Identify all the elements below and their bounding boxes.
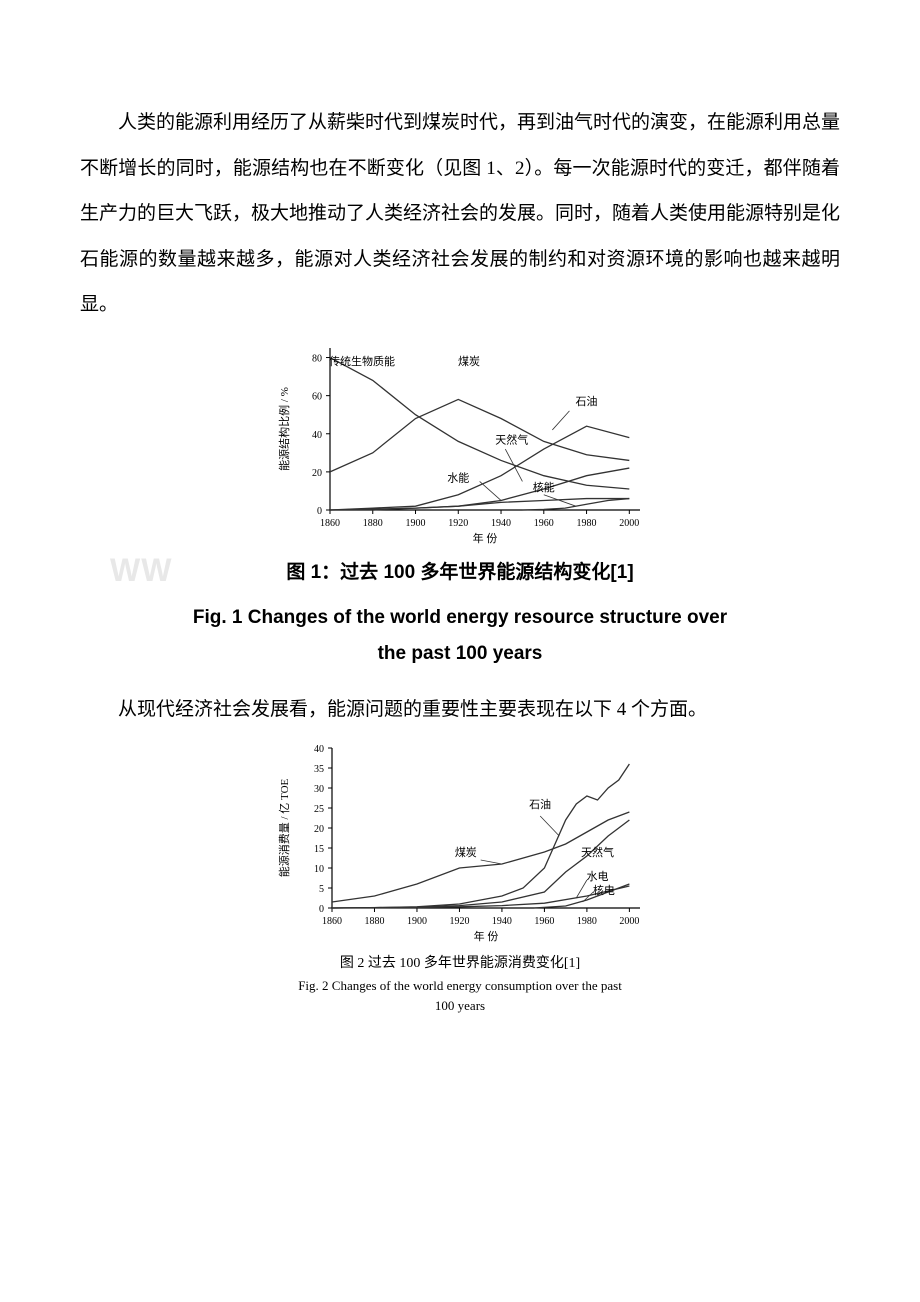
svg-text:煤炭: 煤炭 <box>458 355 480 368</box>
svg-text:1980: 1980 <box>577 916 597 927</box>
svg-text:1920: 1920 <box>448 518 468 529</box>
svg-text:30: 30 <box>314 784 324 795</box>
svg-text:2000: 2000 <box>619 916 639 927</box>
figure-1-caption-en: Fig. 1 Changes of the world energy resou… <box>193 600 727 672</box>
figure-2-chart: 1860 1880 1900 1920 1940 1960 1980 2000 0 5 10 15 20… <box>270 736 650 946</box>
svg-text:2000: 2000 <box>619 518 639 529</box>
figure-1-caption-cn: 图 1：过去 100 多年世界能源结构变化[1] <box>286 558 633 588</box>
figure-2-caption-cn: 图 2 过去 100 多年世界能源消费变化[1] <box>340 952 580 972</box>
svg-text:20: 20 <box>312 468 322 479</box>
svg-text:35: 35 <box>314 764 324 775</box>
figure-2-caption-en: Fig. 2 Changes of the world energy consu… <box>298 976 622 1015</box>
svg-text:煤炭: 煤炭 <box>455 846 477 859</box>
svg-text:0: 0 <box>319 904 324 915</box>
svg-text:传统生物质能: 传统生物质能 <box>329 354 395 368</box>
fig1-cap-en-l1: Fig. 1 Changes of the world energy resou… <box>193 607 727 628</box>
svg-text:核电: 核电 <box>593 883 615 897</box>
svg-text:20: 20 <box>314 824 324 835</box>
svg-text:1860: 1860 <box>320 518 340 529</box>
figure-2: 1860 1880 1900 1920 1940 1960 1980 2000 0 5 10 15 20… <box>80 736 840 1015</box>
svg-text:1920: 1920 <box>449 916 469 927</box>
svg-text:40: 40 <box>312 430 322 441</box>
svg-text:石油: 石油 <box>529 797 551 811</box>
svg-text:水能: 水能 <box>447 470 469 484</box>
svg-text:5: 5 <box>319 884 324 895</box>
figure-1: 1860 1880 1900 1920 1940 1960 1980 2000 0 20 40 60 8… <box>80 338 840 673</box>
fig2-cap-en-l1: Fig. 2 Changes of the world energy consu… <box>298 978 622 993</box>
svg-text:1880: 1880 <box>363 518 383 529</box>
svg-text:0: 0 <box>317 506 322 517</box>
svg-text:能源结构比例 / %: 能源结构比例 / % <box>277 387 291 471</box>
svg-text:1960: 1960 <box>534 916 554 927</box>
svg-text:年 份: 年 份 <box>473 531 498 545</box>
svg-text:60: 60 <box>312 392 322 403</box>
watermark: WW <box>110 552 172 589</box>
svg-text:80: 80 <box>312 353 322 364</box>
svg-text:10: 10 <box>314 864 324 875</box>
svg-text:石油: 石油 <box>576 394 598 408</box>
svg-text:1860: 1860 <box>322 916 342 927</box>
svg-text:1880: 1880 <box>364 916 384 927</box>
svg-text:1980: 1980 <box>577 518 597 529</box>
svg-text:1900: 1900 <box>406 518 426 529</box>
svg-text:1960: 1960 <box>534 518 554 529</box>
svg-text:年 份: 年 份 <box>474 929 499 943</box>
paragraph-2: 从现代经济社会发展看，能源问题的重要性主要表现在以下 4 个方面。 <box>80 687 840 733</box>
svg-text:1900: 1900 <box>407 916 427 927</box>
svg-text:15: 15 <box>314 844 324 855</box>
svg-text:40: 40 <box>314 744 324 755</box>
svg-text:1940: 1940 <box>491 518 511 529</box>
fig1-cap-en-l2: the past 100 years <box>378 643 543 664</box>
svg-text:1940: 1940 <box>492 916 512 927</box>
svg-text:天然气: 天然气 <box>495 432 528 446</box>
paragraph-1: 人类的能源利用经历了从薪柴时代到煤炭时代，再到油气时代的演变，在能源利用总量不断… <box>80 100 840 328</box>
figure-1-chart: 1860 1880 1900 1920 1940 1960 1980 2000 0 20 40 60 8… <box>270 338 650 548</box>
svg-text:水电: 水电 <box>587 870 609 883</box>
svg-text:能源消费量 / 亿 TOE: 能源消费量 / 亿 TOE <box>277 779 291 878</box>
fig2-cap-en-l2: 100 years <box>435 998 485 1013</box>
svg-text:25: 25 <box>314 804 324 815</box>
svg-text:核能: 核能 <box>533 480 555 494</box>
